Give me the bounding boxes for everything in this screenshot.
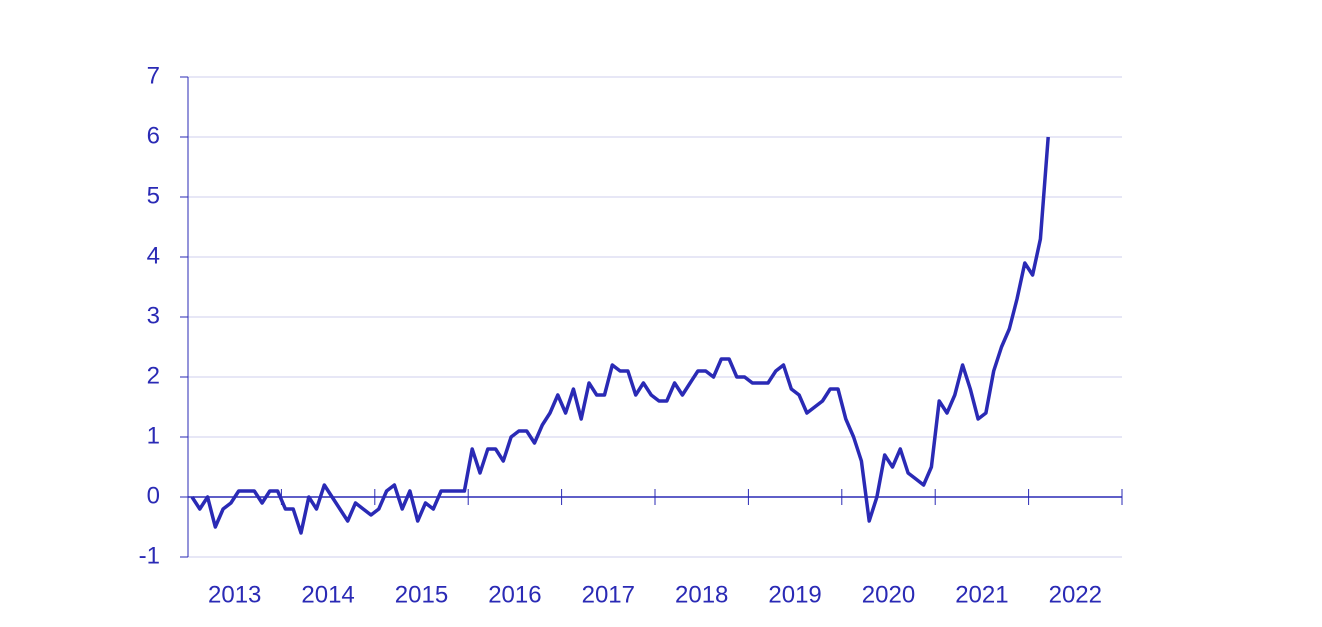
x-tick-label: 2020	[862, 581, 915, 608]
y-tick-label: -1	[139, 542, 160, 569]
x-tick-label: 2017	[582, 581, 635, 608]
y-tick-label: 1	[147, 422, 160, 449]
x-tick-label: 2019	[768, 581, 821, 608]
y-tick-label: 6	[147, 122, 160, 149]
x-tick-label: 2015	[395, 581, 448, 608]
y-tick-label: 3	[147, 302, 160, 329]
y-tick-label: 5	[147, 182, 160, 209]
y-tick-label: 2	[147, 362, 160, 389]
x-tick-label: 2018	[675, 581, 728, 608]
data-line	[190, 136, 1050, 535]
y-tick-label: 4	[147, 242, 160, 269]
x-tick-label: 2013	[208, 581, 261, 608]
x-tick-label: 2014	[301, 581, 354, 608]
x-tick-label: 2022	[1049, 581, 1102, 608]
y-tick-label: 7	[147, 62, 160, 89]
x-tick-label: 2021	[955, 581, 1008, 608]
y-tick-label: 0	[147, 482, 160, 509]
x-tick-label: 2016	[488, 581, 541, 608]
